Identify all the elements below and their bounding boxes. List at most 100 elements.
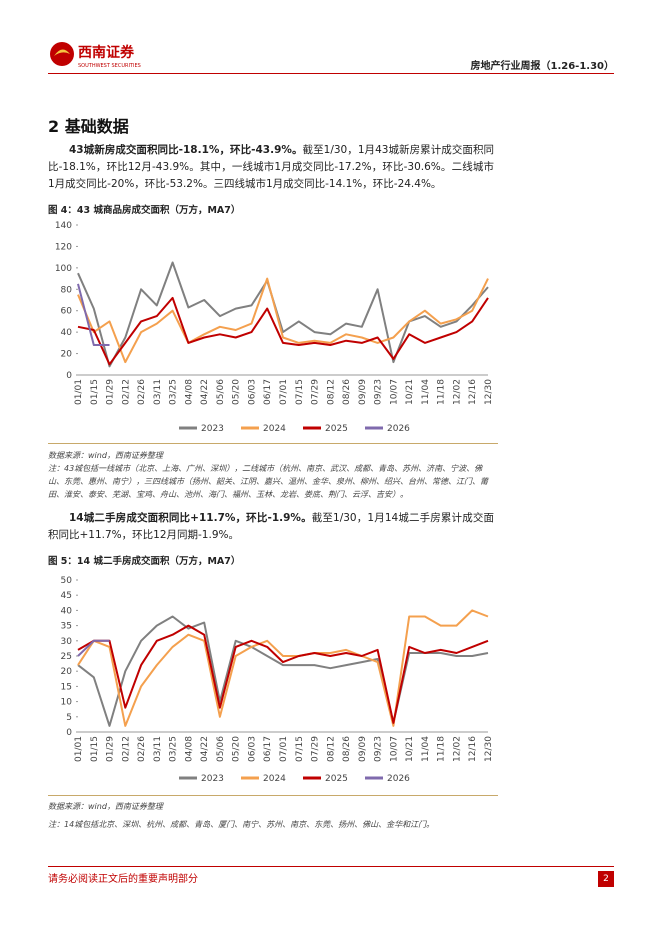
x-tick-label: 01/29 [106, 736, 116, 762]
legend-label: 2025 [325, 424, 348, 434]
x-tick-label: 12/30 [484, 736, 494, 762]
footer-rule [48, 866, 614, 867]
x-tick-label: 06/17 [263, 379, 273, 405]
legend-label: 2023 [201, 774, 224, 784]
legend-label: 2024 [263, 424, 286, 434]
x-tick-label: 07/01 [279, 736, 289, 762]
series-line [77, 277, 489, 364]
source: 数据来源：wind，西南证券整理 [48, 802, 163, 811]
paragraph: 14城二手房成交面积同比+11.7%，环比-1.9%。截至1/30，1月14城二… [48, 510, 494, 544]
x-tick-label: 11/18 [437, 736, 447, 762]
x-tick-label: 10/21 [405, 379, 415, 405]
legend-label: 2026 [387, 424, 410, 434]
series-line [77, 624, 489, 724]
y-tick-label: 20 [61, 667, 73, 677]
series-line [77, 296, 489, 366]
y-tick-label: 25 [61, 652, 72, 662]
section-title: 2 基础数据 [48, 117, 129, 136]
series-line [77, 615, 489, 727]
x-tick-label: 07/29 [311, 379, 321, 405]
paragraph: 43城新房成交面积同比-18.1%，环比-43.9%。截至1/30，1月43城新… [48, 142, 494, 193]
x-tick-label: 11/04 [421, 736, 431, 762]
x-tick-label: 07/01 [279, 379, 289, 405]
figure-title: 图 5：14 城二手房成交面积（万方，MA7） [48, 556, 241, 567]
x-tick-label: 03/25 [169, 736, 179, 762]
series-line [77, 639, 110, 657]
x-tick-label: 09/09 [358, 736, 368, 762]
y-tick-label: 0 [66, 371, 72, 381]
y-tick-label: 140 [55, 221, 72, 231]
x-tick-label: 07/15 [295, 379, 305, 405]
y-tick-label: 80 [61, 285, 73, 295]
y-tick-label: 100 [55, 264, 72, 274]
x-tick-label: 07/29 [311, 736, 321, 762]
x-tick-label: 01/01 [74, 736, 84, 762]
x-tick-label: 01/01 [74, 379, 84, 405]
x-tick-label: 04/22 [200, 379, 210, 405]
para-bold: 43城新房成交面积同比-18.1%，环比-43.9%。 [69, 144, 303, 156]
figure-title: 图 4：43 城商品房成交面积（万方，MA7） [48, 205, 241, 216]
x-tick-label: 09/23 [374, 736, 384, 762]
x-tick-label: 01/15 [90, 379, 100, 405]
x-tick-label: 12/16 [468, 736, 478, 762]
x-tick-label: 01/29 [106, 379, 116, 405]
legend-label: 2025 [325, 774, 348, 784]
x-tick-label: 08/26 [342, 736, 352, 762]
x-tick-label: 08/12 [326, 736, 336, 762]
x-tick-label: 04/08 [184, 736, 194, 762]
x-tick-label: 01/15 [90, 736, 100, 762]
page-number: 2 [598, 871, 614, 887]
x-tick-label: 10/21 [405, 736, 415, 762]
y-tick-label: 5 [66, 713, 72, 723]
legend-label: 2026 [387, 774, 410, 784]
x-tick-label: 06/17 [263, 736, 273, 762]
logo-icon [50, 42, 74, 66]
x-tick-label: 08/12 [326, 379, 336, 405]
para-text: 截至1/30，1月43城新房累计成交面积同比-18.1%，环比12月-43.9%… [48, 144, 494, 190]
x-tick-label: 08/26 [342, 379, 352, 405]
legend-label: 2024 [263, 774, 286, 784]
x-tick-label: 02/26 [137, 379, 147, 405]
note: 注：14城包括北京、深圳、杭州、成都、青岛、厦门、南宁、苏州、南京、东莞、扬州、… [48, 820, 435, 829]
x-tick-label: 07/15 [295, 736, 305, 762]
y-tick-label: 120 [55, 242, 72, 252]
disclaimer: 请务必阅读正文后的重要声明部分 [48, 874, 198, 885]
y-tick-label: 30 [61, 637, 73, 647]
rule [48, 443, 498, 444]
source: 数据来源：wind，西南证券整理 [48, 451, 163, 460]
x-tick-label: 10/07 [389, 736, 399, 762]
series-line [77, 261, 489, 368]
x-tick-label: 11/18 [437, 379, 447, 405]
x-tick-label: 12/02 [452, 379, 462, 405]
para-text: 截至1/30，1月14城二手房累计成交面积同比+11.7%，环比12月同期-1.… [48, 512, 494, 541]
x-tick-label: 02/12 [121, 379, 131, 405]
x-tick-label: 05/20 [232, 379, 242, 405]
y-tick-label: 15 [61, 682, 72, 692]
chart: 0 20 40 60 80 100 120 140 01/01 01/15 01/29 02/12 02… [55, 221, 494, 434]
rule [48, 795, 498, 796]
x-tick-label: 05/20 [232, 736, 242, 762]
x-tick-label: 10/07 [389, 379, 399, 405]
x-tick-label: 04/08 [184, 379, 194, 405]
para-bold: 14城二手房成交面积同比+11.7%，环比-1.9%。 [69, 512, 312, 524]
x-tick-label: 11/04 [421, 379, 431, 405]
x-tick-label: 04/22 [200, 736, 210, 762]
x-tick-label: 02/26 [137, 736, 147, 762]
header-rule [48, 73, 614, 74]
x-tick-label: 12/30 [484, 379, 494, 405]
y-tick-label: 40 [61, 606, 73, 616]
legend-label: 2023 [201, 424, 224, 434]
x-tick-label: 05/06 [216, 736, 226, 762]
logo-text: 西南证券 [78, 44, 135, 61]
logo-sub: SOUTHWEST SECURITIES [78, 63, 141, 69]
y-tick-label: 40 [61, 328, 73, 338]
y-tick-label: 0 [66, 728, 72, 738]
x-tick-label: 12/02 [452, 736, 462, 762]
x-tick-label: 03/11 [153, 736, 163, 762]
x-tick-label: 06/03 [247, 736, 257, 762]
y-tick-label: 20 [61, 350, 73, 360]
x-tick-label: 03/25 [169, 379, 179, 405]
report-title: 房地产行业周报（1.26-1.30） [470, 61, 615, 72]
